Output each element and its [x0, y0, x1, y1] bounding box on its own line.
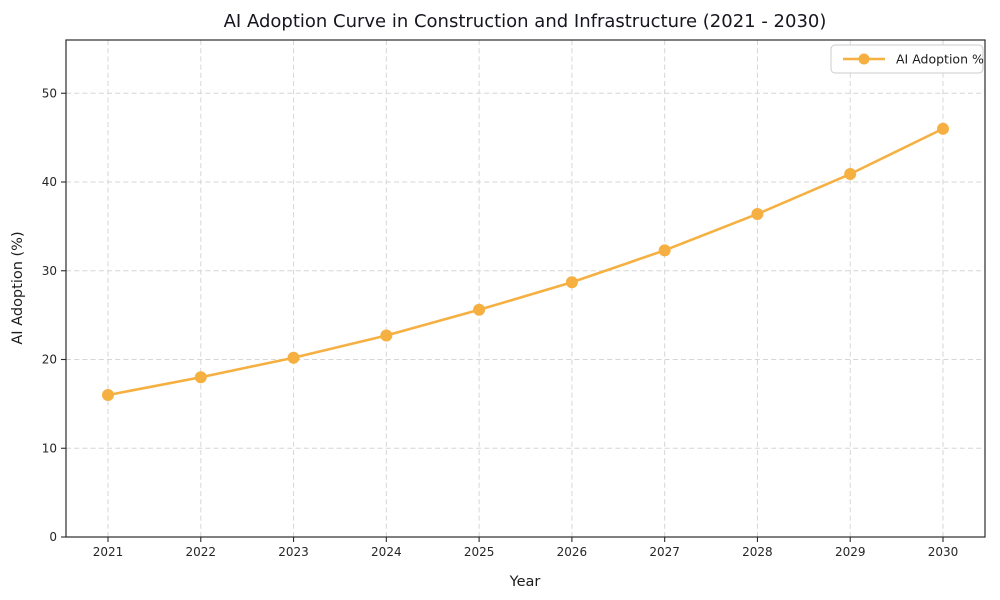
x-tick-label: 2030	[928, 545, 959, 559]
data-point-2023	[287, 351, 300, 364]
data-point-2029	[844, 168, 857, 181]
legend-marker-icon	[858, 53, 870, 65]
x-tick-label: 2025	[464, 545, 495, 559]
x-tick-label: 2027	[649, 545, 680, 559]
legend-label: AI Adoption %	[896, 52, 984, 67]
y-tick-label: 40	[42, 175, 57, 189]
grid-lines	[66, 40, 985, 537]
y-tick-label: 50	[42, 86, 57, 100]
x-tick-label: 2024	[371, 545, 402, 559]
chart-title: AI Adoption Curve in Construction and In…	[224, 11, 827, 32]
x-tick-label: 2029	[835, 545, 866, 559]
data-point-2021	[102, 389, 114, 401]
data-point-2026	[565, 276, 578, 289]
data-point-2025	[473, 303, 486, 316]
data-point-2030	[937, 122, 949, 135]
data-line	[106, 127, 945, 397]
x-tick-label: 2026	[557, 545, 588, 559]
x-tick-label: 2022	[186, 545, 217, 559]
x-axis-label: Year	[509, 574, 541, 590]
y-tick-label: 20	[42, 353, 57, 367]
data-point-2022	[194, 371, 207, 384]
data-point-2028	[751, 207, 764, 220]
y-axis-label: AI Adoption (%)	[10, 231, 26, 344]
plot-area	[65, 39, 986, 538]
legend: AI Adoption %	[830, 44, 984, 74]
x-tick-label: 2023	[278, 545, 309, 559]
data-series	[102, 122, 949, 401]
axis-ticks: 2021 2022 2023 2024 2025 2026 2027 2028 2029 2030…	[42, 86, 959, 559]
legend-frame	[830, 44, 984, 74]
x-tick-label: 2028	[742, 545, 773, 559]
x-tick-label: 2021	[93, 545, 124, 559]
data-point-2027	[658, 244, 671, 257]
y-tick-label: 0	[49, 530, 57, 544]
y-tick-label: 10	[42, 441, 57, 455]
y-tick-label: 30	[42, 264, 57, 278]
data-point-2024	[380, 329, 393, 342]
